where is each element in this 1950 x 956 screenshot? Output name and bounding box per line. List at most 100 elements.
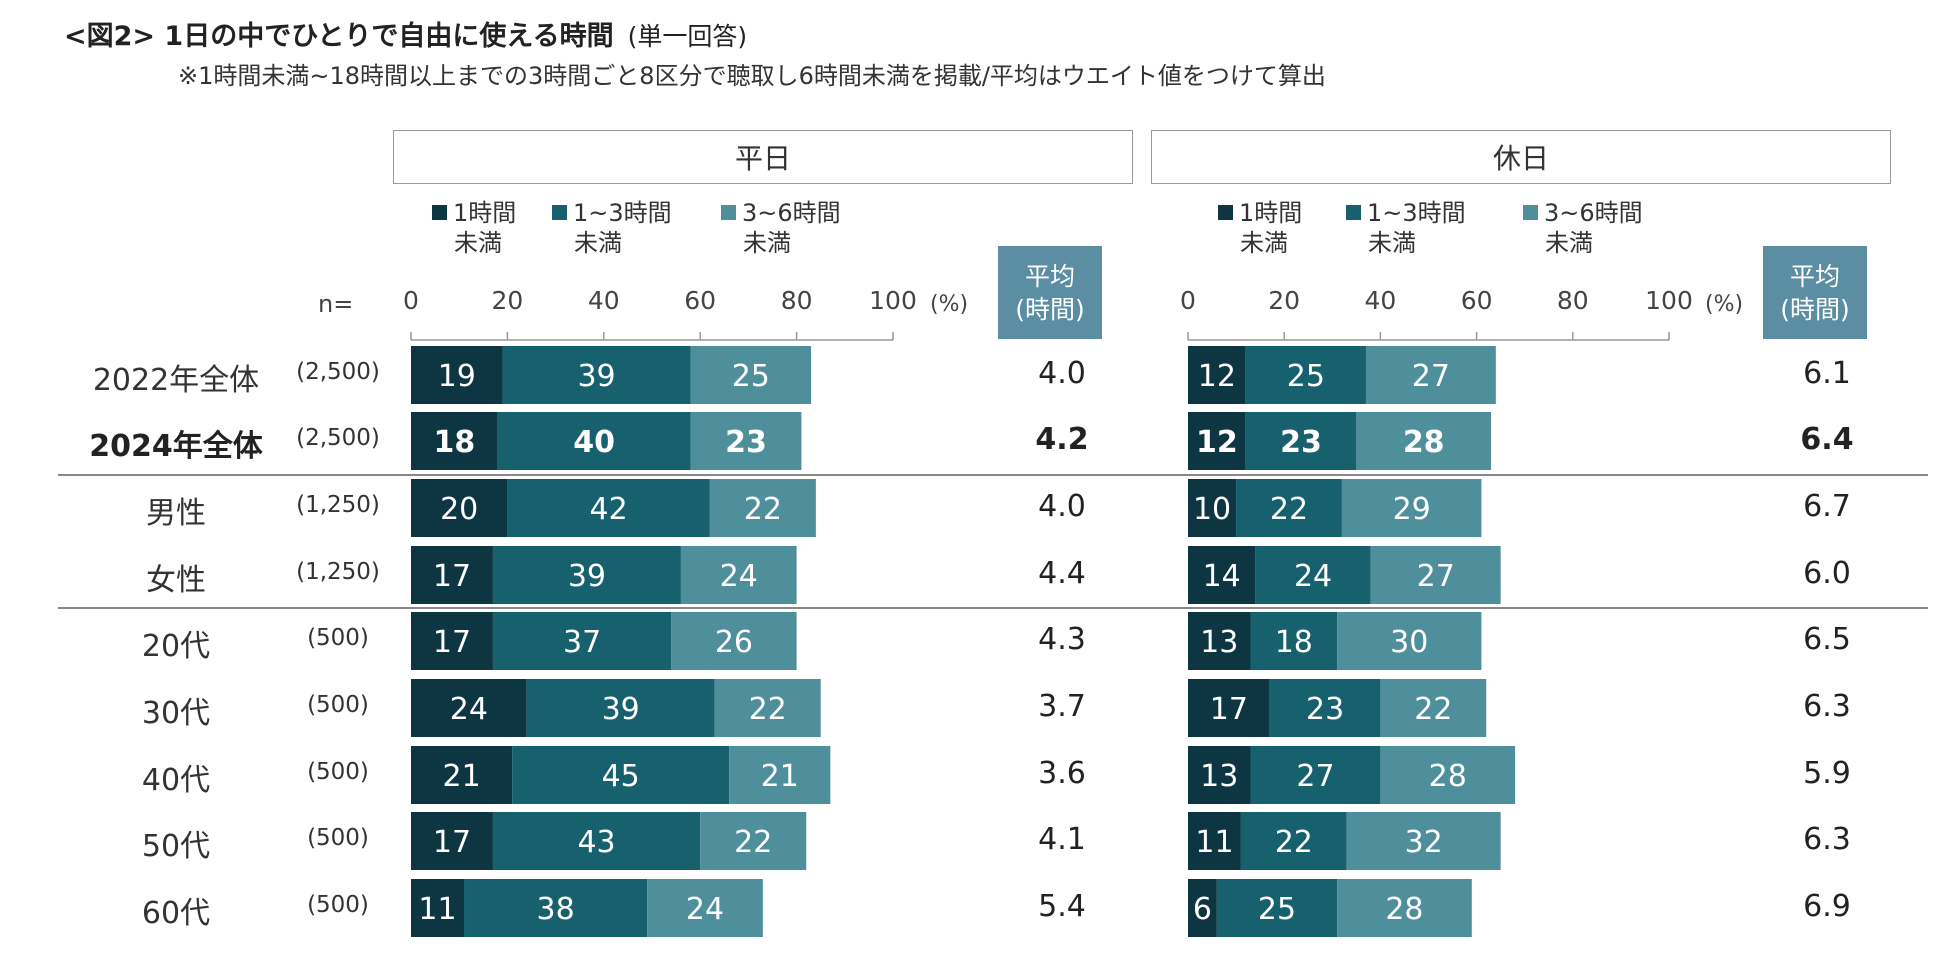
bar-value-label: 43 — [577, 825, 615, 860]
x-tick-label: 20 — [491, 286, 524, 315]
row-label: 20代 — [141, 629, 211, 664]
bar-segment-holiday — [1240, 812, 1347, 870]
average-hours-weekday: 4.3 — [1038, 622, 1086, 657]
bar-segment-weekday — [690, 346, 812, 404]
legend-weekday-s3: 3~6時間 未満 — [721, 198, 841, 258]
average-hours-holiday: 5.9 — [1803, 756, 1851, 791]
bar-value-label: 28 — [1385, 892, 1423, 927]
bar-value-label: 24 — [686, 892, 724, 927]
row-label: 40代 — [141, 763, 211, 798]
bar-segment-holiday — [1380, 679, 1487, 737]
bar-value-label: 28 — [1403, 425, 1445, 460]
row-sample-size: (1,250) — [296, 492, 380, 518]
bar-segment-holiday — [1380, 746, 1516, 804]
bar-segment-weekday — [690, 412, 802, 470]
bar-value-label: 22 — [744, 492, 782, 527]
bar-value-label: 12 — [1198, 359, 1236, 394]
legend-swatch — [552, 205, 567, 220]
row-sample-size: (500) — [307, 759, 369, 785]
bar-segment-weekday — [492, 612, 672, 670]
row-sample-size: (1,250) — [296, 559, 380, 585]
bar-segment-holiday — [1255, 546, 1371, 604]
bar-segment-holiday — [1188, 746, 1251, 804]
bar-segment-weekday — [507, 479, 710, 537]
bar-segment-weekday — [502, 346, 691, 404]
average-hours-holiday: 6.9 — [1803, 889, 1851, 924]
bar-value-label: 24 — [1294, 559, 1332, 594]
bar-value-label: 10 — [1193, 492, 1231, 527]
bar-value-label: 25 — [1258, 892, 1296, 927]
x-tick-label: 80 — [780, 286, 813, 315]
x-tick-label: 60 — [684, 286, 717, 315]
bar-segment-holiday — [1188, 679, 1270, 737]
separator-line — [58, 474, 1928, 476]
bar-segment-weekday — [729, 746, 831, 804]
x-tick-label: 60 — [1460, 286, 1493, 315]
average-hours-weekday: 3.7 — [1038, 689, 1086, 724]
bar-value-label: 45 — [602, 759, 640, 794]
average-hours-weekday: 4.0 — [1038, 356, 1086, 391]
bar-value-label: 12 — [1196, 425, 1238, 460]
bar-segment-holiday — [1245, 346, 1366, 404]
bar-value-label: 17 — [1210, 692, 1248, 727]
legend-holiday-s2: 1~3時間 未満 — [1346, 198, 1466, 258]
bar-value-label: 11 — [418, 892, 456, 927]
n-label: n= — [318, 290, 354, 318]
bar-segment-weekday — [411, 879, 465, 937]
bar-segment-holiday — [1370, 546, 1501, 604]
average-hours-holiday: 6.3 — [1803, 822, 1851, 857]
row-sample-size: (500) — [307, 825, 369, 851]
panel-title-weekday: 平日 — [393, 130, 1133, 184]
legend-swatch — [721, 205, 736, 220]
bar-value-label: 22 — [749, 692, 787, 727]
bar-value-label: 22 — [734, 825, 772, 860]
row-label: 60代 — [141, 896, 211, 931]
bar-segment-holiday — [1245, 412, 1357, 470]
separator-line — [58, 607, 1928, 609]
row-label: 2024年全体 — [89, 429, 263, 464]
bar-value-label: 18 — [1275, 625, 1313, 660]
bar-segment-weekday — [411, 546, 493, 604]
bar-segment-weekday — [411, 746, 513, 804]
x-tick-label: 0 — [1180, 286, 1196, 315]
bar-segment-weekday — [647, 879, 763, 937]
legend-swatch — [1346, 205, 1361, 220]
average-hours-holiday: 6.1 — [1803, 356, 1851, 391]
average-hours-weekday: 5.4 — [1038, 889, 1086, 924]
average-hours-holiday: 6.3 — [1803, 689, 1851, 724]
average-hours-holiday: 6.7 — [1803, 489, 1851, 524]
bar-segment-weekday — [680, 546, 797, 604]
bar-segment-holiday — [1188, 412, 1246, 470]
bar-segment-weekday — [411, 679, 527, 737]
bar-segment-holiday — [1269, 679, 1381, 737]
row-label: 2022年全体 — [92, 363, 260, 398]
bar-value-label: 26 — [715, 625, 753, 660]
bar-value-label: 17 — [433, 825, 471, 860]
bar-segment-holiday — [1188, 812, 1241, 870]
avg-header-holiday: 平均 (時間) — [1763, 246, 1867, 339]
average-hours-weekday: 3.6 — [1038, 756, 1086, 791]
bar-segment-weekday — [497, 412, 691, 470]
bar-segment-holiday — [1188, 612, 1251, 670]
row-label: 男性 — [146, 496, 206, 531]
bar-segment-weekday — [714, 679, 821, 737]
bar-segment-weekday — [411, 479, 508, 537]
legend-swatch — [432, 205, 447, 220]
x-tick-label: 100 — [1645, 286, 1693, 315]
average-hours-weekday: 4.0 — [1038, 489, 1086, 524]
bar-segment-holiday — [1341, 479, 1482, 537]
bar-segment-holiday — [1250, 612, 1338, 670]
legend-swatch — [1218, 205, 1233, 220]
bar-value-label: 20 — [440, 492, 478, 527]
avg-header-weekday: 平均 (時間) — [998, 246, 1102, 339]
bar-value-label: 38 — [537, 892, 575, 927]
row-sample-size: (500) — [307, 625, 369, 651]
bar-value-label: 27 — [1412, 359, 1450, 394]
bar-segment-holiday — [1188, 879, 1217, 937]
average-hours-holiday: 6.4 — [1800, 422, 1854, 457]
legend-holiday-s3: 3~6時間 未満 — [1523, 198, 1643, 258]
bar-value-label: 6 — [1193, 892, 1212, 927]
bar-value-label: 24 — [450, 692, 488, 727]
bar-value-label: 22 — [1275, 825, 1313, 860]
bar-value-label: 14 — [1203, 559, 1241, 594]
